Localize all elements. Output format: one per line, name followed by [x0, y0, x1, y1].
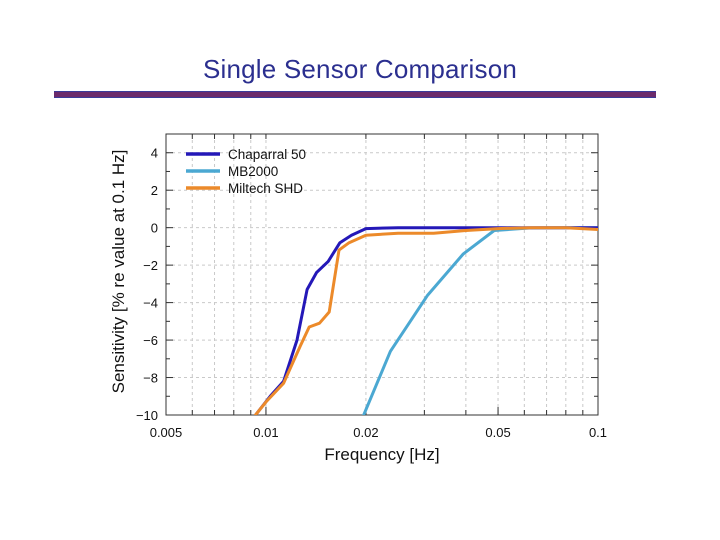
y-tick-label: −4 [143, 296, 158, 311]
y-tick-label: 4 [151, 146, 158, 161]
series-lines [254, 226, 598, 415]
title-divider [54, 91, 656, 98]
y-axis-label: Sensitivity [% re value at 0.1 Hz] [109, 150, 128, 394]
legend-label: Miltech SHD [228, 181, 303, 196]
x-tick-label: 0.1 [589, 425, 607, 440]
y-tick-label: −8 [143, 371, 158, 386]
x-tick-label: 0.005 [150, 425, 183, 440]
y-tick-label: 2 [151, 183, 158, 198]
y-tick-label: 0 [151, 221, 158, 236]
y-tick-label: −10 [136, 408, 158, 423]
legend-label: Chaparral 50 [228, 147, 306, 162]
x-axis-label: Frequency [Hz] [324, 445, 439, 464]
legend-label: MB2000 [228, 164, 278, 179]
series-line-mb2000 [362, 226, 598, 415]
axis-ticks: 4 2 0 −2 −4 −6 −8 −10 0.005 0.01 0.02 0.05 0.1 [136, 133, 607, 440]
y-tick-label: −2 [143, 258, 158, 273]
x-tick-label: 0.01 [253, 425, 278, 440]
x-tick-label: 0.02 [353, 425, 378, 440]
x-tick-label: 0.05 [485, 425, 510, 440]
legend: Chaparral 50 MB2000 Miltech SHD [186, 147, 306, 196]
slide-title: Single Sensor Comparison [202, 54, 518, 84]
series-line-miltech-shd [254, 226, 598, 415]
plot-frame [165, 133, 599, 416]
y-tick-label: −6 [143, 333, 158, 348]
